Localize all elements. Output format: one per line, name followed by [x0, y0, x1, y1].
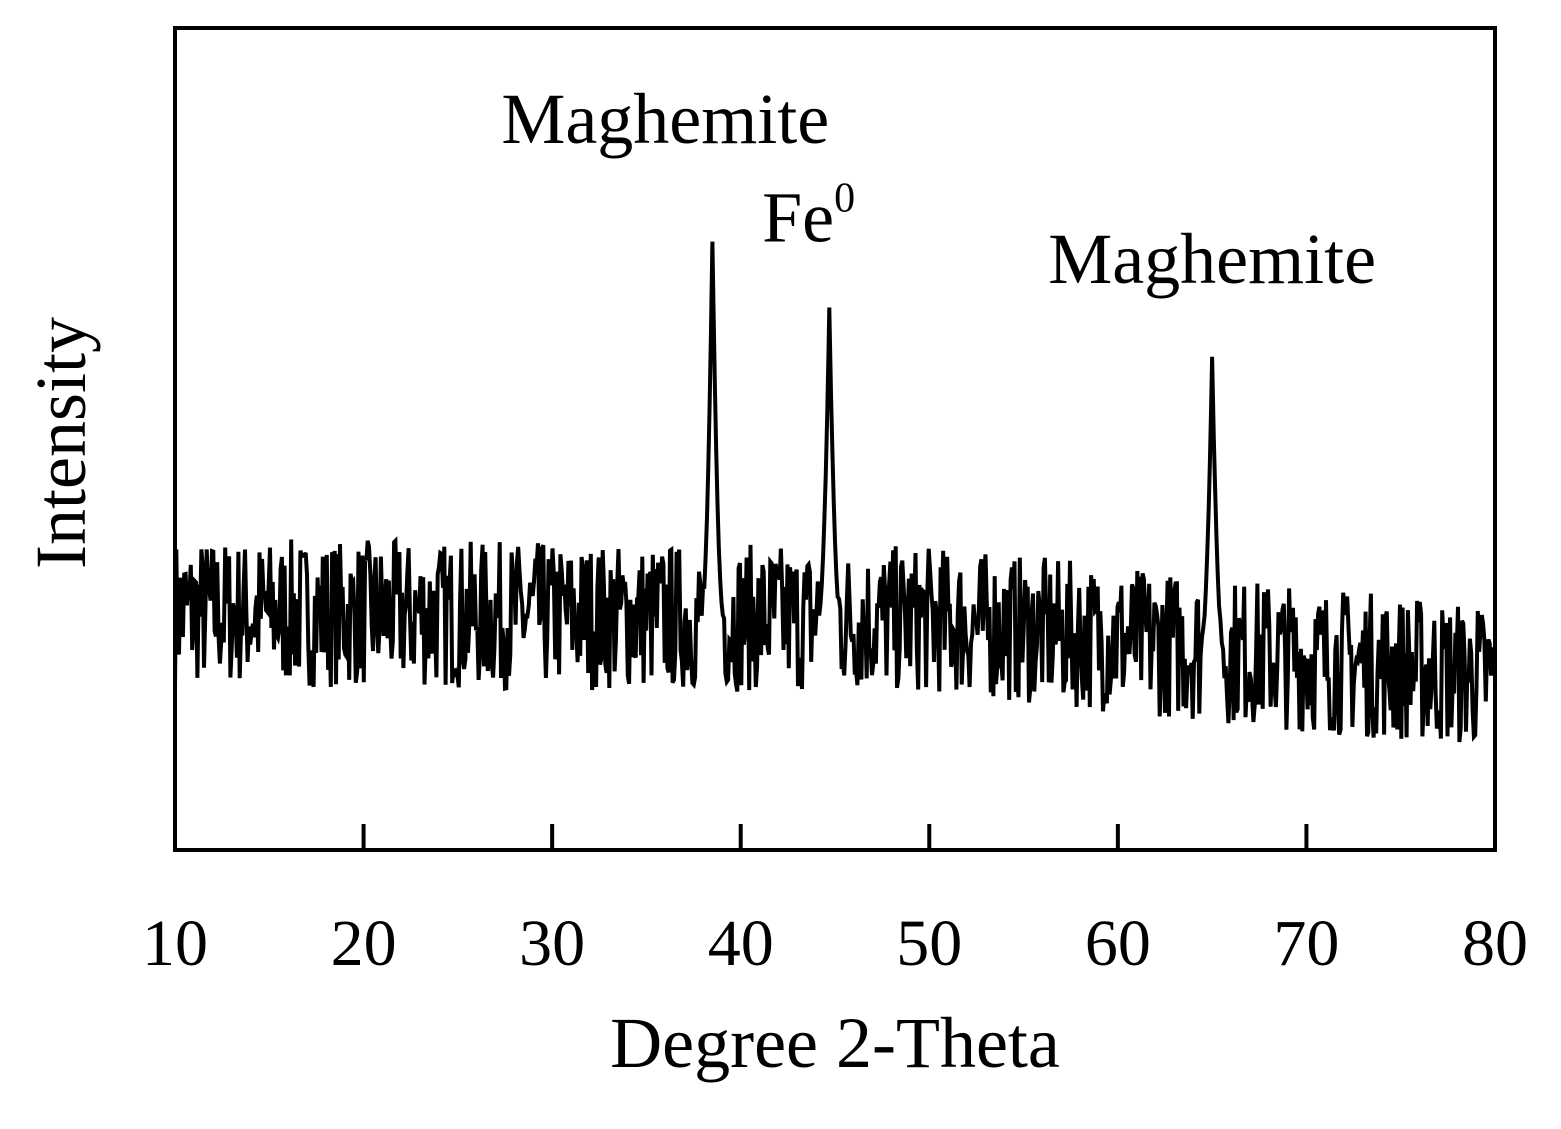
annotation-text: Fe — [762, 178, 834, 258]
x-tick-label: 20 — [331, 907, 397, 980]
x-tick-label: 40 — [708, 907, 774, 980]
x-axis-tick-labels: 10 20 30 40 50 60 70 80 — [142, 907, 1528, 980]
peak-annotation: Maghemite — [501, 79, 829, 159]
x-tick-label: 30 — [519, 907, 585, 980]
x-tick-label: 10 — [142, 907, 208, 980]
x-axis-label: Degree 2-Theta — [610, 1003, 1060, 1083]
x-tick-label: 50 — [896, 907, 962, 980]
peak-annotation: Maghemite — [1048, 219, 1376, 299]
annotation-text: Maghemite — [1048, 219, 1376, 299]
x-tick-label: 80 — [1462, 907, 1528, 980]
x-tick-label: 70 — [1273, 907, 1339, 980]
x-tick-label: 60 — [1085, 907, 1151, 980]
plot-area — [175, 28, 1495, 850]
annotation-text: Maghemite — [501, 79, 829, 159]
y-axis-label: Intensity — [21, 317, 101, 569]
series-line — [173, 241, 1497, 743]
plot-frame — [173, 26, 1497, 852]
annotation-superscript: 0 — [834, 176, 855, 222]
peak-annotation: Fe0 — [762, 176, 855, 258]
x-axis-ticks — [361, 824, 1309, 850]
